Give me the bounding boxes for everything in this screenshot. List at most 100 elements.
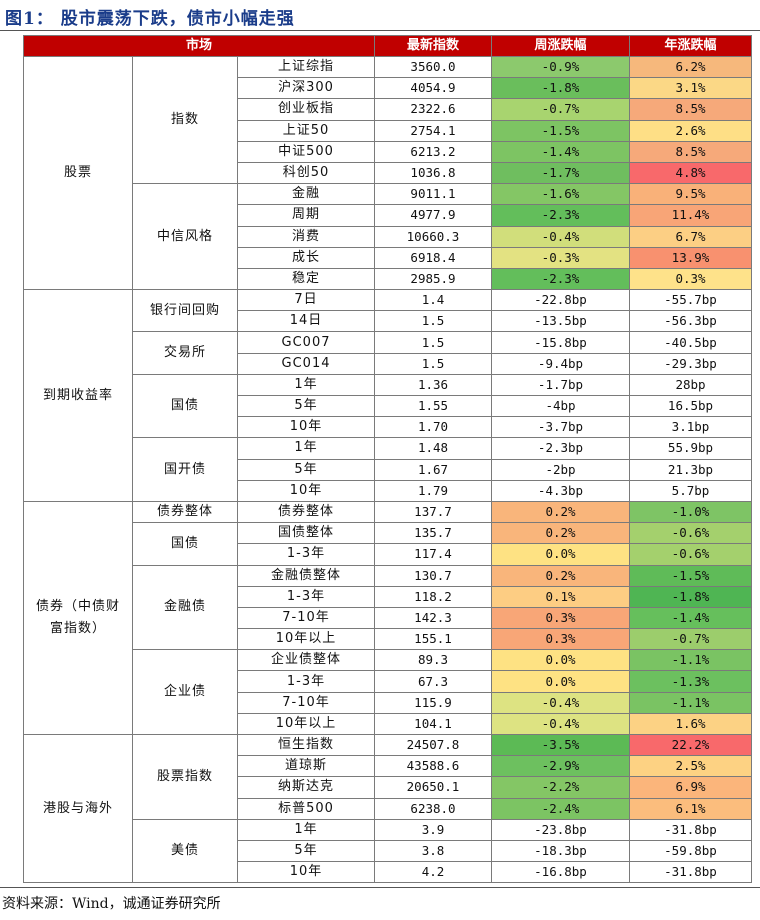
item-cell: 纳斯达克 <box>237 776 375 799</box>
latest-index-cell: 67.3 <box>374 670 492 693</box>
table-row: 美债 1年 3.9 -23.8bp -31.8bp <box>24 818 752 884</box>
weekly-change-cell: -13.5bp <box>491 310 630 333</box>
annual-change-cell: -1.5% <box>629 564 752 587</box>
annual-change-cell: 6.7% <box>629 225 752 248</box>
weekly-change-cell: 0.0% <box>491 649 630 672</box>
group-label: 银行间回购 <box>132 289 238 333</box>
latest-index-cell: 89.3 <box>374 649 492 672</box>
item-cell: 1-3年 <box>237 585 375 608</box>
annual-change-cell: -31.8bp <box>629 818 752 841</box>
weekly-change-cell: -9.4bp <box>491 352 630 375</box>
annual-change-cell: 16.5bp <box>629 394 752 418</box>
table-row: 14日 1.5 -13.5bp -56.3bp <box>24 310 752 333</box>
item-cell: 5年 <box>237 394 375 418</box>
table-row: 企业债 企业债整体 89.3 0.0% -1.1% <box>24 649 752 735</box>
item-cell: 1-3年 <box>237 670 375 693</box>
annual-change-cell: -1.3% <box>629 670 752 693</box>
footer-divider <box>0 887 760 888</box>
latest-index-cell: 118.2 <box>374 585 492 608</box>
table-row: 到期收益率 银行间回购 7日 1.4 -22.8bp -55.7bp <box>23 289 752 502</box>
table-row: GC014 1.5 -9.4bp -29.3bp <box>24 352 752 375</box>
annual-change-cell: 21.3bp <box>629 458 752 481</box>
latest-index-cell: 135.7 <box>374 522 492 545</box>
annual-change-cell: 13.9% <box>629 246 752 269</box>
table-row: 10年以上 104.1 -0.4% 1.6% <box>24 712 752 736</box>
item-cell: 稳定 <box>237 267 375 291</box>
latest-index-cell: 2985.9 <box>374 267 492 291</box>
annual-change-cell: 28bp <box>629 373 752 397</box>
table-row: 道琼斯 43588.6 -2.9% 2.5% <box>24 755 752 778</box>
latest-index-cell: 130.7 <box>374 564 492 587</box>
latest-index-cell: 1036.8 <box>374 161 492 185</box>
item-cell: 1-3年 <box>237 543 375 566</box>
table-row: 1-3年 117.4 0.0% -0.6% <box>24 543 752 566</box>
latest-index-cell: 1.36 <box>374 373 492 397</box>
item-cell: 14日 <box>237 310 375 333</box>
weekly-change-cell: -18.3bp <box>491 839 630 863</box>
annual-change-cell: -0.7% <box>629 628 752 651</box>
header-latest-index: 最新指数 <box>374 35 492 57</box>
table-row: 7-10年 115.9 -0.4% -1.1% <box>24 691 752 714</box>
latest-index-cell: 1.48 <box>374 437 492 460</box>
weekly-change-cell: -16.8bp <box>491 861 630 884</box>
item-cell: 5年 <box>237 839 375 863</box>
item-cell: 10年 <box>237 861 375 884</box>
weekly-change-cell: -4bp <box>491 394 630 418</box>
group-label: 金融债 <box>132 564 238 651</box>
latest-index-cell: 3560.0 <box>374 55 492 79</box>
latest-index-cell: 20650.1 <box>374 776 492 799</box>
item-cell: 7日 <box>237 289 375 312</box>
weekly-change-cell: -1.7% <box>491 161 630 185</box>
group-label: 国债 <box>132 522 238 566</box>
item-cell: 1年 <box>237 373 375 397</box>
table-row: 中信风格 金融 9011.1 -1.6% 9.5% <box>24 183 752 291</box>
annual-change-cell: 3.1bp <box>629 416 752 439</box>
annual-change-cell: 9.5% <box>629 183 752 206</box>
group-label: 国开债 <box>132 437 238 502</box>
item-cell: GC014 <box>237 352 375 375</box>
annual-change-cell: 11.4% <box>629 204 752 227</box>
table-row: 沪深300 4054.9 -1.8% 3.1% <box>24 77 752 100</box>
latest-index-cell: 1.5 <box>374 310 492 333</box>
item-cell: 5年 <box>237 458 375 481</box>
header-row: 市场 最新指数 周涨跌幅 年涨跌幅 <box>23 35 752 57</box>
item-cell: 创业板指 <box>237 98 375 121</box>
item-cell: 沪深300 <box>237 77 375 100</box>
item-cell: 成长 <box>237 246 375 269</box>
item-cell: 国债整体 <box>237 522 375 545</box>
weekly-change-cell: -2.9% <box>491 755 630 778</box>
annual-change-cell: -40.5bp <box>629 331 752 354</box>
title-divider <box>0 30 760 31</box>
weekly-change-cell: -2.3% <box>491 204 630 227</box>
weekly-change-cell: -0.9% <box>491 55 630 79</box>
weekly-change-cell: -0.4% <box>491 712 630 736</box>
annual-change-cell: 3.1% <box>629 77 752 100</box>
table-row: 金融债 金融债整体 130.7 0.2% -1.5% <box>24 564 752 651</box>
weekly-change-cell: -1.4% <box>491 140 630 163</box>
header-market: 市场 <box>23 35 375 57</box>
table-row: 港股与海外 股票指数 恒生指数 24507.8 -3.5% 22.2% <box>23 733 752 884</box>
latest-index-cell: 155.1 <box>374 628 492 651</box>
annual-change-cell: 5.7bp <box>629 479 752 502</box>
item-cell: 道琼斯 <box>237 755 375 778</box>
weekly-change-cell: -15.8bp <box>491 331 630 354</box>
item-cell: 10年以上 <box>237 628 375 651</box>
table-row: 10年 1.79 -4.3bp 5.7bp <box>24 479 752 502</box>
group-label: 交易所 <box>132 331 238 375</box>
item-cell: GC007 <box>237 331 375 354</box>
group-label: 企业债 <box>132 649 238 735</box>
table-row: 纳斯达克 20650.1 -2.2% 6.9% <box>24 776 752 799</box>
item-cell: 企业债整体 <box>237 649 375 672</box>
annual-change-cell: 4.8% <box>629 161 752 185</box>
table-row: 5年 1.55 -4bp 16.5bp <box>24 394 752 418</box>
item-cell: 标普500 <box>237 797 375 820</box>
latest-index-cell: 104.1 <box>374 712 492 736</box>
annual-change-cell: -31.8bp <box>629 861 752 884</box>
table-row: 消费 10660.3 -0.4% 6.7% <box>24 225 752 248</box>
weekly-change-cell: -0.4% <box>491 691 630 714</box>
weekly-change-cell: -1.6% <box>491 183 630 206</box>
group-label: 债券整体 <box>132 500 238 524</box>
latest-index-cell: 6213.2 <box>374 140 492 163</box>
latest-index-cell: 1.5 <box>374 352 492 375</box>
annual-change-cell: -29.3bp <box>629 352 752 375</box>
